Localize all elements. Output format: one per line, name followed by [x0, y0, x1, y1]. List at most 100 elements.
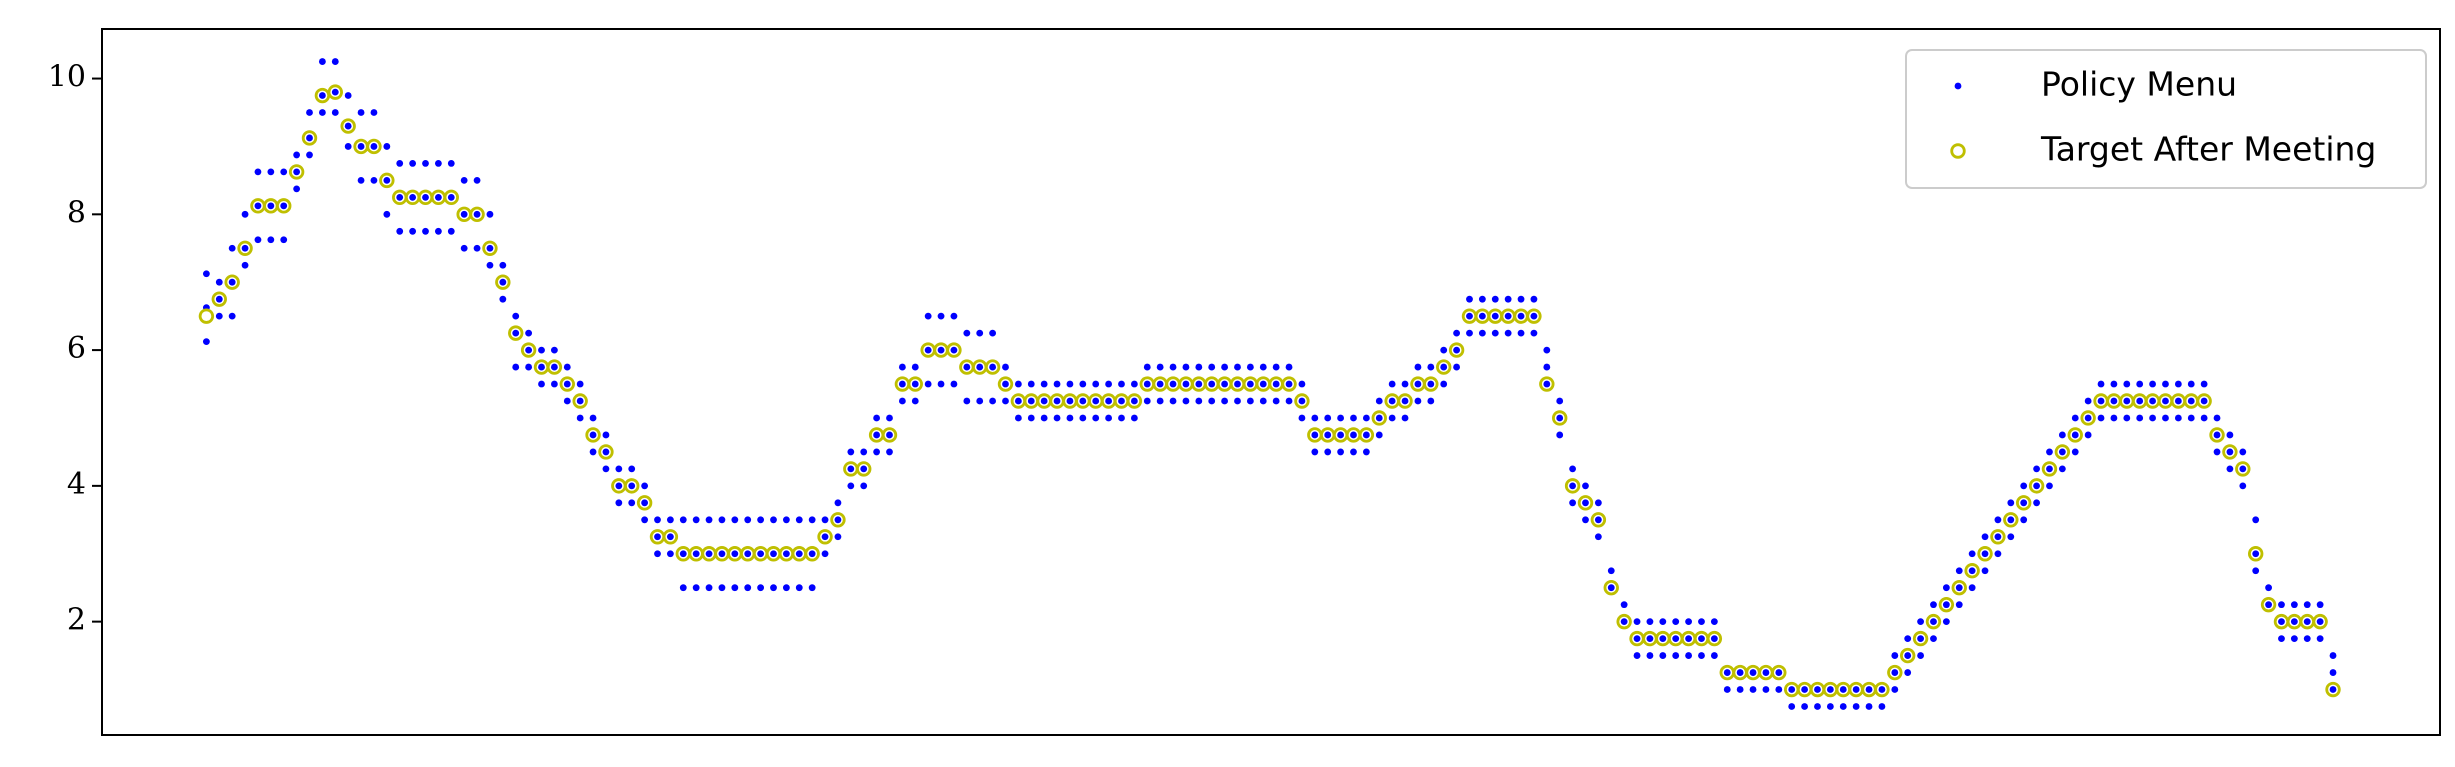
policy-dot: [1311, 431, 1319, 439]
target-circle: [598, 444, 614, 460]
policy-dot: [409, 227, 417, 235]
policy-dot: [1594, 533, 1602, 541]
policy-dot: [1285, 363, 1293, 371]
policy-dot: [692, 516, 700, 524]
policy-dot: [911, 363, 919, 371]
policy-dot: [1027, 380, 1035, 388]
policy-dot: [550, 363, 558, 371]
target-circle: [546, 359, 563, 375]
policy-dot: [1221, 380, 1229, 388]
policy-dot: [937, 346, 945, 354]
policy-dot: [1401, 397, 1409, 405]
target-circle: [1448, 342, 1465, 358]
target-circle: [1603, 579, 1619, 596]
policy-dot: [2149, 380, 2156, 388]
policy-dot: [718, 550, 726, 558]
policy-dot: [1130, 414, 1138, 422]
policy-dot: [2020, 516, 2028, 524]
policy-dot: [2123, 380, 2131, 388]
policy-dot: [1775, 686, 1783, 693]
policy-dot: [1504, 329, 1512, 337]
policy-dot: [2329, 686, 2337, 693]
policy-dot: [731, 550, 739, 558]
policy-dot: [1517, 312, 1525, 320]
policy-dot: [293, 185, 301, 193]
policy-dot: [1891, 652, 1899, 659]
policy-dot: [1504, 312, 1512, 320]
policy-dot: [731, 584, 739, 592]
target-circle: [288, 164, 305, 180]
policy-dot: [1955, 601, 1963, 609]
policy-dot: [1762, 686, 1770, 693]
policy-dot: [1659, 652, 1667, 659]
policy-dot: [2110, 414, 2118, 422]
policy-dot: [898, 397, 906, 405]
policy-dot: [821, 550, 829, 558]
policy-dot: [2187, 397, 2195, 405]
policy-dot: [576, 397, 584, 405]
policy-dot: [1917, 618, 1924, 626]
policy-dot: [2252, 567, 2260, 575]
policy-dot: [1466, 312, 1473, 320]
policy-dot: [306, 134, 313, 142]
policy-dot: [2136, 414, 2144, 422]
legend-box: [1905, 49, 2427, 189]
target-circle: [1281, 376, 1297, 392]
policy-dot: [886, 431, 893, 439]
policy-dot: [383, 143, 391, 150]
target-circle: [1577, 495, 1594, 511]
policy-dot: [1208, 363, 1216, 371]
policy-dot: [2187, 380, 2195, 388]
policy-dot: [1362, 431, 1370, 439]
policy-dot: [1994, 550, 2002, 558]
policy-dot: [1504, 295, 1512, 303]
policy-dot: [202, 270, 210, 278]
policy-dot: [679, 516, 687, 524]
target-circle: [2325, 681, 2341, 698]
target-circle: [1397, 393, 1413, 409]
target-circle: [1126, 393, 1143, 409]
policy-dot: [1066, 380, 1074, 388]
policy-dot: [1375, 414, 1383, 422]
policy-dot: [422, 193, 429, 201]
policy-dot: [924, 380, 932, 388]
policy-dot: [757, 550, 765, 558]
policy-dot: [409, 160, 417, 167]
policy-dot: [1672, 652, 1680, 659]
policy-dot: [770, 550, 777, 558]
policy-dot: [563, 363, 571, 371]
policy-dot: [1904, 635, 1912, 643]
policy-dot: [499, 278, 507, 286]
policy-dot: [383, 176, 391, 184]
policy-dot: [1672, 618, 1680, 626]
policy-dot: [1672, 635, 1680, 643]
policy-dot: [1569, 499, 1576, 507]
target-circle: [1925, 613, 1942, 630]
policy-dot: [1440, 380, 1448, 388]
policy-dot: [357, 109, 365, 116]
policy-dot: [2239, 482, 2247, 490]
policy-dot: [1118, 397, 1125, 405]
policy-dot: [770, 584, 777, 592]
policy-dot: [1852, 686, 1860, 693]
policy-dot: [602, 431, 610, 439]
policy-dot: [886, 448, 893, 456]
policy-dot: [512, 363, 520, 371]
policy-dot: [1685, 652, 1692, 659]
policy-dot: [2278, 601, 2285, 609]
policy-dot: [1298, 397, 1306, 405]
policy-dot: [1375, 397, 1383, 405]
policy-dot: [1981, 550, 1989, 558]
target-circle: [1526, 308, 1542, 324]
policy-dot: [2046, 448, 2053, 456]
policy-dot: [950, 346, 958, 354]
policy-dot: [989, 397, 997, 405]
policy-dot: [1478, 295, 1486, 303]
target-circle: [559, 376, 575, 392]
target-circle: [2222, 444, 2238, 460]
policy-dot: [2174, 397, 2182, 405]
policy-dot: [228, 244, 236, 252]
policy-dot: [215, 295, 223, 303]
policy-dot: [2071, 448, 2079, 456]
policy-dot: [1814, 686, 1821, 693]
